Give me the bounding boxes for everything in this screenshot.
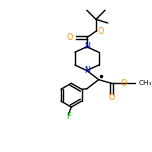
Text: O: O [108,93,115,102]
Text: F: F [66,112,71,121]
Text: O: O [120,79,126,88]
Text: N: N [84,42,90,51]
Text: CH₃: CH₃ [139,80,152,86]
Text: O: O [98,27,104,36]
Text: N: N [84,66,90,75]
Text: O: O [67,33,73,42]
